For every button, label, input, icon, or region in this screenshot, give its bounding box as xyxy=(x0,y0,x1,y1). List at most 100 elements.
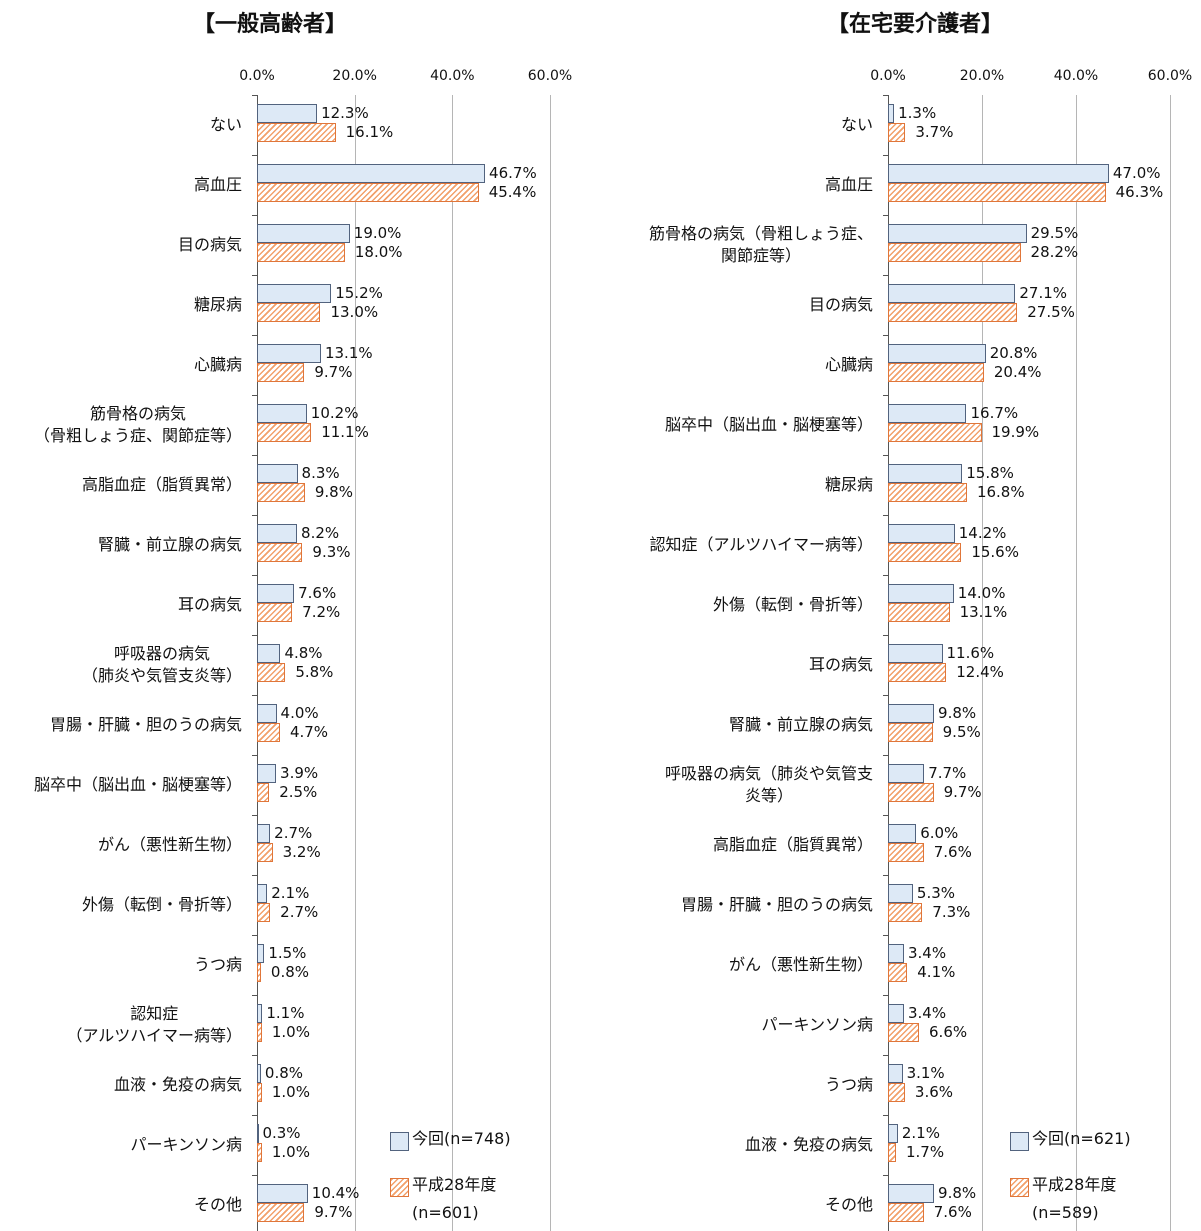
value-label: 28.2% xyxy=(1030,243,1079,261)
bar xyxy=(888,243,1021,262)
value-label: 5.8% xyxy=(295,663,334,681)
axis-tick xyxy=(883,1175,888,1176)
value-label: 1.5% xyxy=(268,944,307,962)
value-label: 1.0% xyxy=(271,1143,310,1161)
bar xyxy=(888,224,1027,243)
bar xyxy=(888,1064,903,1083)
axis-tick xyxy=(252,215,257,216)
category-label: 筋骨格の病気 （骨粗しょう症、関節症等） xyxy=(33,404,242,445)
category-label: 認知症 （アルツハイマー病等） xyxy=(66,1004,242,1045)
value-label: 9.7% xyxy=(314,1203,353,1221)
bar xyxy=(888,123,906,142)
bar xyxy=(888,704,935,723)
axis-tick xyxy=(252,995,257,996)
bar xyxy=(257,1023,262,1042)
value-label: 19.9% xyxy=(991,423,1040,441)
axis-tick xyxy=(252,275,257,276)
axis-tick xyxy=(883,995,888,996)
legend-swatch xyxy=(1010,1132,1029,1151)
legend-swatch xyxy=(1010,1178,1029,1197)
value-label: 1.3% xyxy=(898,104,937,122)
category-label: 高血圧 xyxy=(824,175,873,194)
bar xyxy=(257,123,336,142)
bar xyxy=(888,483,967,502)
value-label: 0.8% xyxy=(264,1064,304,1082)
axis-tick xyxy=(883,695,888,696)
value-label: 8.2% xyxy=(301,524,340,542)
axis-tick xyxy=(252,1175,257,1176)
value-label: 2.7% xyxy=(274,824,313,842)
value-label: 3.6% xyxy=(914,1083,954,1101)
category-label: 腎臓・前立腺の病気 xyxy=(97,535,242,554)
value-label: 9.3% xyxy=(312,543,351,561)
grid-line xyxy=(982,95,983,1231)
axis-tick xyxy=(883,1115,888,1116)
category-label: 耳の病気 xyxy=(177,595,242,614)
category-label: 耳の病気 xyxy=(808,655,873,674)
value-label: 15.6% xyxy=(971,543,1019,561)
category-label: うつ病 xyxy=(824,1075,873,1094)
value-label: 3.4% xyxy=(907,944,947,962)
category-label: パーキンソン病 xyxy=(130,1135,242,1154)
bar xyxy=(888,464,963,483)
axis-tick xyxy=(883,815,888,816)
value-label: 15.8% xyxy=(966,464,1014,482)
category-label: ない xyxy=(209,115,242,134)
chart-title: 【一般高齢者】 xyxy=(192,12,348,37)
axis-tick xyxy=(252,875,257,876)
bar xyxy=(888,663,947,682)
axis-tick xyxy=(252,635,257,636)
bar xyxy=(888,824,917,843)
value-label: 7.6% xyxy=(298,584,337,602)
x-tick-label: 20.0% xyxy=(332,68,377,84)
bar xyxy=(257,1184,308,1203)
value-label: 4.0% xyxy=(280,704,319,722)
value-label: 14.0% xyxy=(957,584,1006,602)
value-label: 4.8% xyxy=(284,644,323,662)
value-label: 3.2% xyxy=(282,843,321,861)
grid-line xyxy=(354,95,356,1231)
x-tick-label: 40.0% xyxy=(1053,68,1099,84)
value-label: 1.0% xyxy=(271,1023,310,1041)
axis-tick xyxy=(252,1055,257,1056)
bar xyxy=(888,764,925,783)
value-label: 7.2% xyxy=(302,603,341,621)
value-label: 9.7% xyxy=(943,783,982,801)
bar xyxy=(257,903,271,922)
bar xyxy=(257,1143,262,1162)
category-label: 脳卒中（脳出血・脳梗塞等） xyxy=(33,775,242,794)
axis-tick xyxy=(252,815,257,816)
value-label: 3.4% xyxy=(907,1004,947,1022)
value-label: 9.8% xyxy=(314,483,353,501)
grid-line xyxy=(1170,95,1171,1231)
value-label: 7.3% xyxy=(932,903,971,921)
axis-tick xyxy=(252,455,257,456)
category-label: 糖尿病 xyxy=(824,475,873,494)
axis-tick xyxy=(252,935,257,936)
value-label: 18.0% xyxy=(354,243,403,261)
bar xyxy=(257,1124,259,1143)
bar xyxy=(888,284,1016,303)
value-label: 9.5% xyxy=(942,723,981,741)
value-label: 46.3% xyxy=(1115,183,1164,201)
value-label: 16.8% xyxy=(976,483,1025,501)
value-label: 6.0% xyxy=(920,824,959,842)
bar xyxy=(257,164,486,183)
value-label: 7.7% xyxy=(928,764,967,782)
bar xyxy=(888,783,934,802)
grid-line xyxy=(550,95,551,1231)
value-label: 7.6% xyxy=(933,1203,972,1221)
bar xyxy=(257,584,295,603)
value-label: 6.6% xyxy=(929,1023,968,1041)
category-label: うつ病 xyxy=(193,955,242,974)
category-label: 高脂血症（脂質異常） xyxy=(712,835,873,854)
category-label: パーキンソン病 xyxy=(761,1015,873,1034)
category-label: 外傷（転倒・骨折等） xyxy=(712,595,873,614)
legend-label: 今回(n=748) xyxy=(412,1129,511,1148)
axis-tick xyxy=(252,335,257,336)
axis-tick xyxy=(252,755,257,756)
bar xyxy=(257,603,293,622)
axis-tick xyxy=(252,95,257,96)
category-label: 呼吸器の病気 （肺炎や気管支炎等） xyxy=(81,644,242,685)
bar xyxy=(257,824,271,843)
